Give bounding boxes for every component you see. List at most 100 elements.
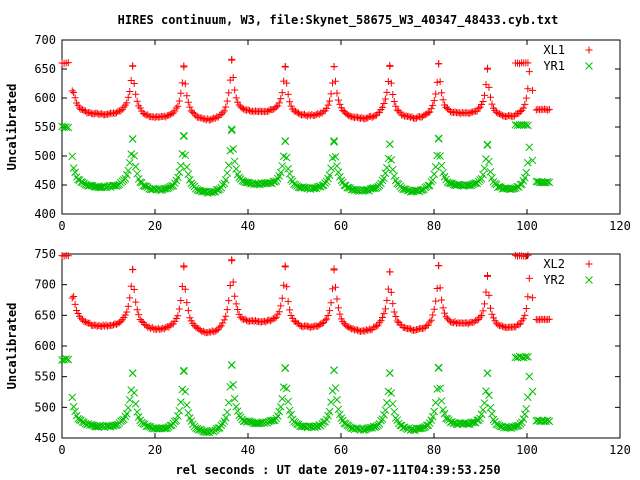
yr1-point	[315, 182, 324, 191]
xl1-point	[68, 87, 76, 95]
xl2-point	[439, 304, 447, 312]
xl2-point	[401, 324, 409, 332]
xl2-point	[441, 309, 449, 317]
xl2-point	[151, 325, 159, 333]
yr1-point	[528, 156, 537, 165]
yr1-point	[193, 185, 202, 194]
yr2-point	[524, 353, 532, 361]
yr2-point	[440, 409, 449, 418]
xl2-point	[522, 305, 530, 313]
yr2-point	[68, 393, 77, 402]
yr2-point	[172, 416, 181, 425]
xl1-point	[284, 90, 292, 98]
yr1-point	[69, 164, 78, 172]
yr2-point	[369, 422, 378, 431]
yr2-point	[327, 398, 335, 406]
xl1-point	[432, 90, 440, 98]
yr1-point	[285, 169, 294, 178]
yr1-point	[520, 173, 529, 182]
xl2-point	[210, 328, 218, 336]
yr1-point	[399, 185, 407, 194]
y-tick-label: 600	[34, 339, 56, 353]
xl2-point	[277, 302, 285, 310]
xl2-point	[488, 310, 496, 318]
xl1-point	[361, 115, 369, 123]
yr1-point	[333, 162, 341, 170]
yr2-point	[64, 355, 73, 364]
xl1-point	[384, 77, 392, 85]
xl1-point	[439, 96, 447, 104]
yr1-point	[521, 121, 530, 129]
xl2-point	[70, 293, 78, 301]
yr1-point	[184, 170, 193, 179]
xl1-point	[186, 103, 194, 111]
xl1-point	[126, 87, 134, 95]
yr2-point	[324, 411, 332, 420]
xl2-point	[219, 319, 227, 327]
yr1-point	[62, 123, 71, 131]
xl1-point	[529, 86, 537, 94]
xl2-point	[371, 323, 379, 331]
xl2-point	[126, 294, 134, 302]
xl1-point	[295, 109, 303, 117]
xl1-point	[223, 97, 231, 105]
yr1-point	[331, 152, 340, 161]
x-tick-label: 60	[334, 219, 348, 233]
xl1-point	[172, 104, 180, 112]
xl2-point	[171, 317, 179, 325]
yr1-point	[282, 153, 291, 162]
yr2-point	[254, 419, 263, 428]
xl1-point	[112, 109, 120, 117]
xl1-point	[286, 98, 294, 106]
xl1-point	[114, 107, 122, 115]
xl2-point	[489, 314, 497, 322]
xl1-point	[211, 114, 219, 122]
yr1-point	[434, 134, 443, 143]
legend-label: XL1	[543, 43, 565, 57]
yr1-point	[334, 168, 343, 177]
yr2-point	[227, 361, 236, 370]
xl1-point	[475, 104, 483, 112]
yr1-point	[388, 165, 397, 174]
xl1-point	[478, 101, 486, 109]
xl2-point	[64, 252, 72, 260]
xl2-point	[427, 316, 435, 324]
xl1-point	[174, 102, 182, 110]
yr2-point	[122, 409, 131, 418]
yr1-point	[175, 168, 184, 177]
xl2-point	[286, 306, 294, 314]
yr2-point	[194, 425, 203, 434]
yr2-point	[284, 397, 293, 406]
yr2-point	[485, 391, 493, 400]
xl2-point	[387, 288, 395, 296]
yr1-point	[431, 163, 440, 171]
x-tick-label: 80	[427, 219, 441, 233]
y-tick-label: 600	[34, 91, 56, 105]
yr2-point	[173, 412, 182, 420]
yr2-point	[229, 380, 238, 389]
legend-label: YR2	[543, 273, 565, 287]
xl2-point	[342, 321, 350, 329]
xl1-point	[504, 111, 512, 119]
xl1-point	[117, 107, 125, 115]
yr2-point	[452, 420, 461, 428]
xl2-point	[516, 320, 524, 328]
yr2-point	[480, 399, 489, 407]
yr1-point	[86, 181, 94, 190]
xl1-point	[500, 112, 508, 120]
xl1-point	[136, 104, 144, 112]
yr2-point	[399, 423, 407, 432]
xl2-point	[156, 326, 164, 334]
xl1-point	[184, 98, 192, 106]
xl1-point	[488, 100, 496, 108]
xl2-point	[438, 296, 446, 304]
xl2-point	[361, 327, 369, 335]
xl2-point	[175, 305, 183, 313]
yr2-point	[337, 414, 346, 422]
xl2-point	[251, 317, 259, 325]
xl1-point	[220, 107, 228, 115]
xl1-point	[389, 90, 397, 98]
yr1-point	[131, 162, 140, 171]
xl1-point	[71, 94, 79, 102]
xl1-point	[180, 62, 188, 70]
